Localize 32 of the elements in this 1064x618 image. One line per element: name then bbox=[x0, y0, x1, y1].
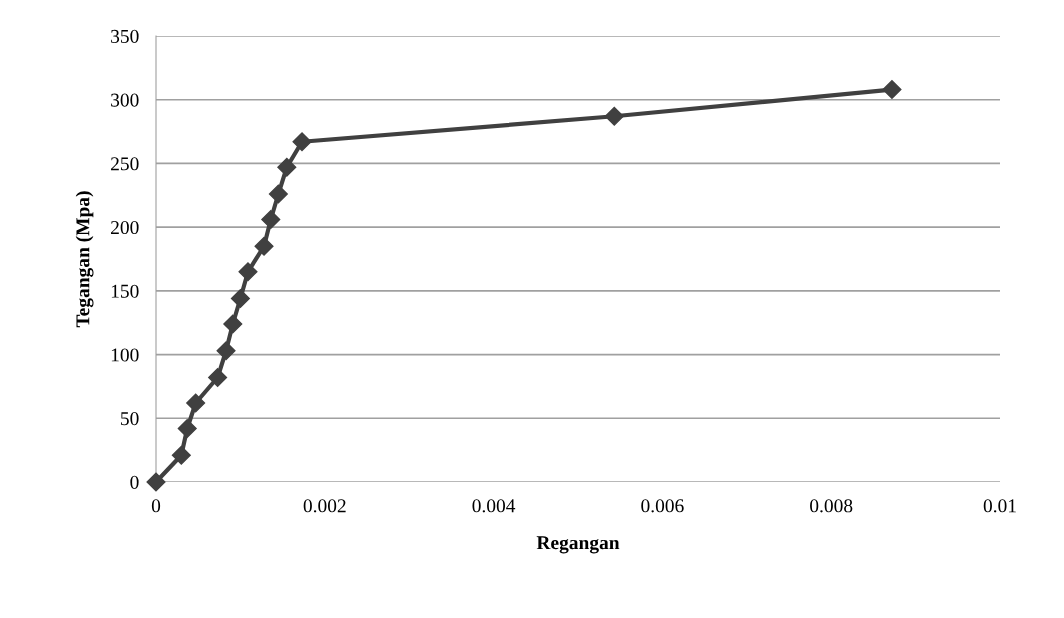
point bbox=[277, 157, 297, 177]
x-tick-label: 0.008 bbox=[810, 499, 853, 513]
y-tick-label: 350 bbox=[111, 29, 139, 43]
y-tick-label: 200 bbox=[111, 220, 139, 235]
point bbox=[261, 209, 281, 230]
y-tick-label: 50 bbox=[121, 412, 139, 426]
point bbox=[223, 314, 243, 334]
point bbox=[292, 132, 312, 152]
x-tick-label: 0.002 bbox=[303, 499, 346, 513]
point bbox=[604, 106, 624, 126]
point bbox=[146, 472, 166, 492]
point bbox=[171, 445, 191, 465]
x-tick-label: 0.01 bbox=[983, 499, 1016, 513]
y-tick-label: 250 bbox=[111, 157, 139, 171]
y-tick-label: 100 bbox=[111, 348, 139, 362]
x-tick-label: 0 bbox=[151, 499, 161, 513]
x-axis-title: Regangan bbox=[536, 536, 620, 554]
point bbox=[177, 418, 197, 439]
point bbox=[216, 341, 236, 361]
y-axis-title: Tegangan (Mpa) bbox=[75, 191, 94, 328]
x-tick-label: 0.004 bbox=[472, 499, 516, 513]
y-tick-label: 0 bbox=[130, 475, 139, 489]
point bbox=[238, 262, 258, 282]
point bbox=[186, 393, 206, 413]
y-tick-label: 150 bbox=[111, 284, 139, 298]
point bbox=[882, 79, 902, 100]
point bbox=[268, 184, 288, 204]
point bbox=[208, 367, 228, 388]
point bbox=[230, 288, 250, 309]
y-tick-label: 300 bbox=[111, 93, 139, 107]
point bbox=[254, 236, 274, 256]
x-tick-label: 0.006 bbox=[641, 499, 684, 513]
